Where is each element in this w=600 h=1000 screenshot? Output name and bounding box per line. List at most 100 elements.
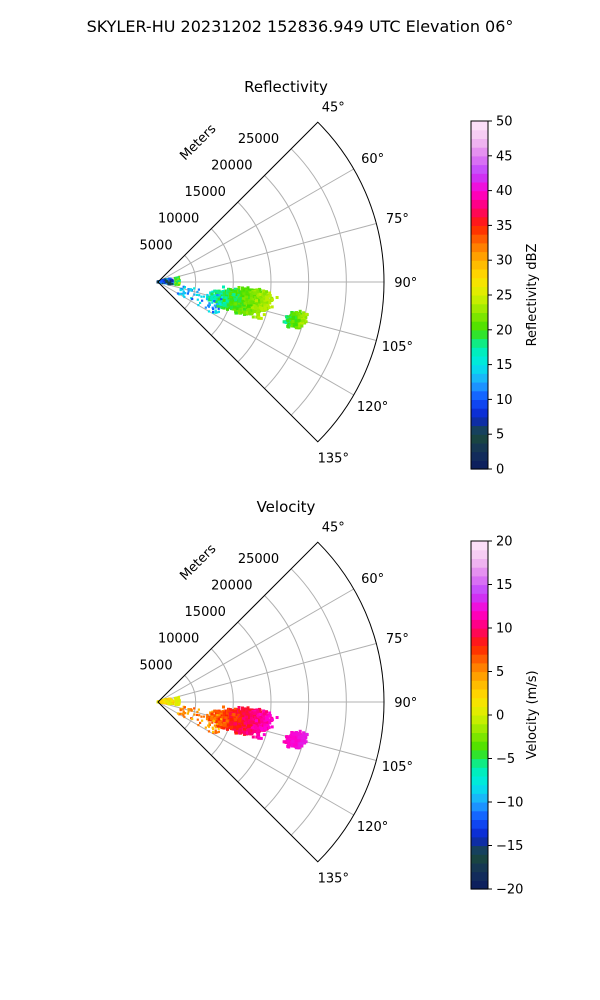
echo-gate — [225, 302, 229, 306]
echo-gate — [246, 710, 250, 714]
echo-gate — [170, 281, 174, 285]
echo-gate — [265, 295, 269, 299]
echo-gate — [275, 716, 279, 719]
echo-gate — [256, 294, 260, 298]
echo-gate — [297, 316, 301, 320]
echo-gate — [214, 292, 218, 296]
echo-gate — [225, 304, 229, 308]
echo-gate — [216, 311, 219, 314]
colorbar-step — [471, 321, 488, 331]
colorbar-step — [471, 277, 488, 287]
echo-gate — [259, 736, 263, 740]
echo-gate — [244, 288, 248, 292]
echo-gate — [257, 724, 261, 728]
echo-gate — [291, 312, 295, 316]
echo-gate — [267, 294, 271, 298]
echo-gate — [233, 287, 237, 291]
colorbar-tick-label: 5 — [496, 428, 504, 443]
colorbar-step — [471, 408, 488, 418]
echo-gate — [193, 287, 196, 290]
echo-gate — [216, 290, 220, 294]
echo-gate — [228, 288, 232, 292]
echo-gate — [238, 299, 242, 303]
echo-gate — [264, 307, 267, 311]
echo-gate — [265, 300, 269, 304]
echo-gate — [222, 705, 225, 709]
colorbar-tick-label: 30 — [496, 254, 513, 269]
echo-gate — [210, 717, 214, 720]
echo-gate — [263, 303, 267, 307]
echo-gate — [302, 319, 305, 323]
echo-gate — [248, 310, 252, 314]
echo-gate — [159, 279, 163, 283]
echo-gate — [261, 720, 265, 724]
colorbar-step — [471, 460, 488, 470]
echo-gate — [260, 715, 264, 718]
echo-gate — [232, 293, 236, 297]
echo-gate — [217, 307, 220, 310]
echo-gate — [243, 301, 247, 305]
echo-gate — [263, 305, 267, 309]
echo-gate — [168, 277, 172, 281]
azimuth-gridline — [157, 588, 354, 703]
colorbar-step — [471, 190, 488, 200]
azimuth-tick-label: 105° — [382, 340, 413, 355]
echo-gate — [183, 295, 186, 299]
echo-gate — [182, 294, 185, 297]
echo-gate — [167, 279, 171, 283]
colorbar-step — [471, 242, 488, 253]
colorbar-step — [471, 451, 488, 461]
echo-gate — [229, 305, 233, 309]
colorbar-step — [471, 208, 488, 218]
azimuth-tick-label: 90° — [394, 276, 417, 291]
echo-gate — [298, 309, 302, 313]
range-tick-label: 25000 — [238, 132, 279, 147]
echo-gate — [227, 295, 231, 299]
echo-gate — [225, 722, 229, 726]
echo-gate — [235, 307, 239, 311]
echo-gate — [244, 292, 248, 296]
echo-gate — [220, 720, 223, 724]
echo-gate — [228, 292, 232, 296]
echo-gate — [210, 292, 214, 296]
colorbar-step — [471, 260, 488, 270]
echo-gate — [220, 300, 223, 304]
echo-gate — [196, 290, 199, 293]
echo-gate — [242, 303, 246, 307]
echo-gate — [183, 286, 186, 289]
colorbar-step — [471, 147, 488, 157]
echo-gate — [262, 733, 266, 737]
echo-gate — [267, 306, 271, 310]
echo-gate — [297, 324, 301, 328]
echo-gate — [260, 728, 264, 732]
echo-gate — [263, 723, 267, 727]
echo-gate — [251, 735, 255, 739]
echo-gate — [211, 710, 215, 714]
echo-gate — [175, 277, 178, 280]
colorbar-step — [471, 416, 488, 427]
echo-gate — [217, 297, 221, 301]
colorbar-step — [471, 312, 488, 322]
azimuth-tick-label: 120° — [357, 400, 388, 415]
echo-gate — [302, 311, 306, 315]
echo-gate — [286, 324, 290, 328]
echo-gate — [208, 718, 212, 722]
echo-gate — [270, 718, 274, 722]
echo-layer — [156, 695, 309, 750]
echo-gate — [268, 291, 272, 295]
echo-gate — [245, 295, 249, 299]
colorbar-step — [471, 155, 488, 166]
echo-gate — [221, 297, 225, 300]
echo-gate — [290, 324, 294, 328]
colorbar-tick-label: 20 — [496, 323, 513, 338]
echo-gate — [217, 724, 221, 728]
echo-gate — [213, 304, 216, 307]
echo-gate — [213, 294, 216, 297]
echo-gate — [250, 312, 254, 316]
echo-gate — [292, 324, 296, 328]
echo-gate — [191, 297, 194, 301]
echo-gate — [219, 294, 223, 298]
echo-gate — [264, 712, 268, 716]
echo-gate — [260, 306, 264, 310]
